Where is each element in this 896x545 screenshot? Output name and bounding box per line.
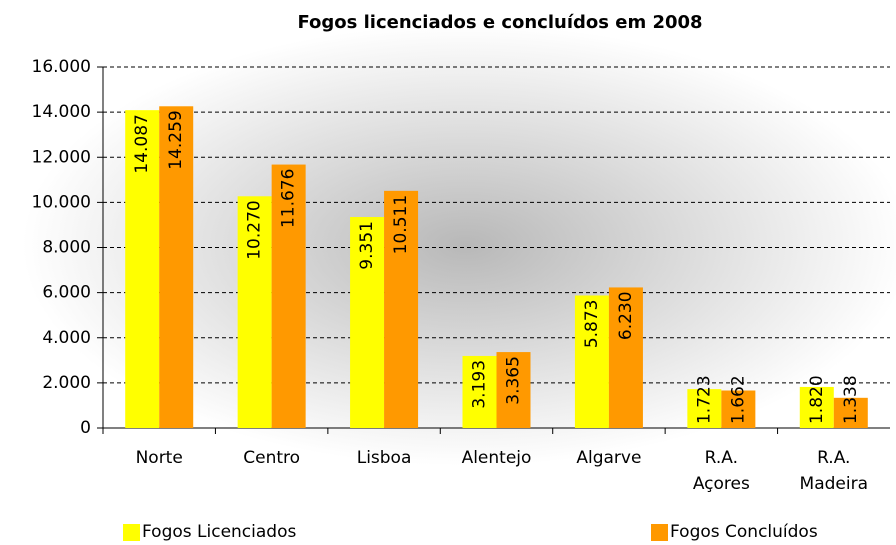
y-tick-label: 4.000 (42, 328, 91, 348)
data-label: 1.662 (728, 375, 748, 424)
legend-swatch (123, 523, 140, 541)
y-tick-label: 2.000 (42, 373, 91, 393)
legend-label: Fogos Concluídos (670, 522, 818, 542)
data-label: 3.365 (504, 356, 524, 405)
legend-label: Fogos Licenciados (142, 522, 297, 542)
bar (833, 397, 868, 428)
x-tick-label: R.A. Madeira (799, 448, 869, 494)
legend-item: Fogos Licenciados (123, 522, 296, 542)
bar (687, 389, 722, 428)
x-tick-label: Alentejo (461, 448, 532, 468)
data-label: 1.723 (694, 375, 714, 424)
data-label: 10.511 (391, 195, 411, 254)
bar (159, 106, 194, 428)
bar (384, 190, 419, 428)
bar (462, 355, 497, 428)
y-tick-label: 0 (80, 418, 91, 438)
bar (237, 196, 272, 428)
legend-swatch (651, 523, 668, 541)
data-label: 10.270 (245, 200, 265, 259)
x-tick-label: Lisboa (356, 448, 412, 468)
y-tick-label: 12.000 (32, 147, 91, 167)
data-label: 1.338 (841, 375, 861, 424)
x-tick-label: Centro (243, 448, 301, 468)
y-tick-label: 10.000 (32, 192, 91, 212)
bar (350, 217, 385, 428)
data-label: 1.820 (807, 375, 827, 424)
bar (608, 287, 643, 428)
legend-item: Fogos Concluídos (651, 522, 818, 542)
chart-title: Fogos licenciados e concluídos em 2008 (297, 12, 702, 33)
bar (721, 390, 756, 428)
bar (271, 164, 306, 429)
bar (574, 295, 609, 428)
data-label: 9.351 (357, 221, 377, 270)
x-tick-label: Algarve (576, 448, 642, 468)
y-tick-label: 14.000 (32, 102, 91, 122)
y-tick-label: 6.000 (42, 283, 91, 303)
x-tick-label: R.A. Açores (692, 448, 750, 494)
y-tick-label: 16.000 (32, 57, 91, 77)
x-tick-label: Norte (135, 448, 183, 468)
data-label: 3.193 (470, 360, 490, 409)
data-label: 11.676 (279, 169, 299, 228)
data-label: 5.873 (582, 299, 602, 348)
data-label: 14.087 (132, 114, 152, 173)
y-tick-label: 8.000 (42, 238, 91, 258)
data-label: 14.259 (166, 110, 186, 169)
bar (496, 352, 531, 428)
bar (125, 110, 160, 429)
data-label: 6.230 (616, 291, 636, 340)
bar (799, 386, 834, 428)
